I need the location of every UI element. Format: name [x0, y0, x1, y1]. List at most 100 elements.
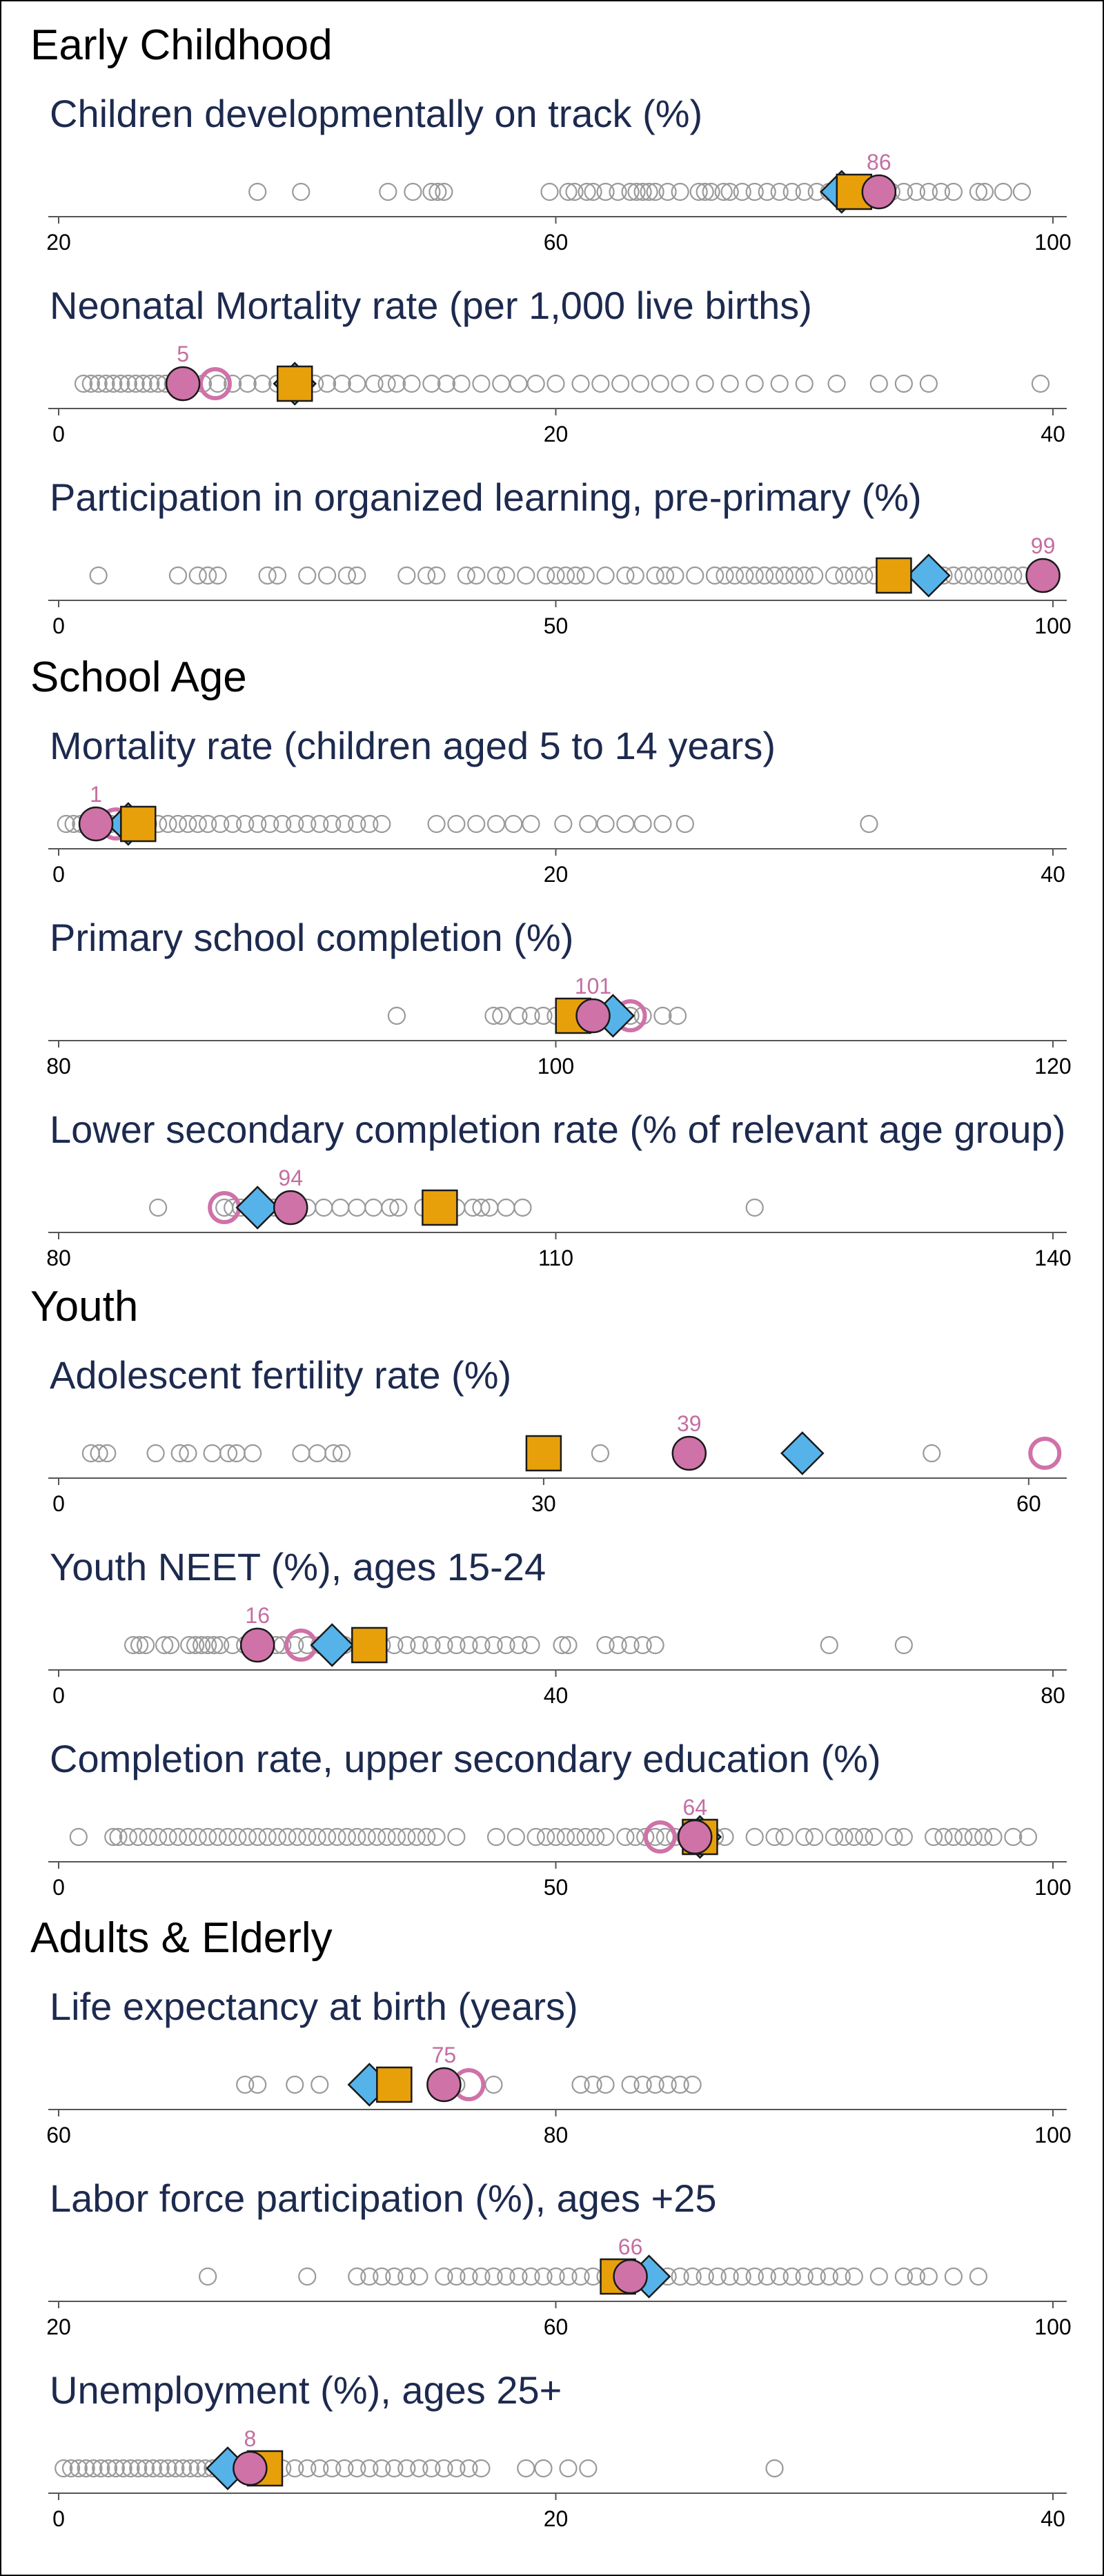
other-country-point — [546, 566, 565, 585]
other-country-point — [733, 2267, 751, 2286]
other-country-point — [298, 2267, 317, 2286]
panel-title: Adolescent fertility rate (%) — [50, 1353, 511, 1397]
other-country-point — [805, 1827, 824, 1847]
x-tick-label: 0 — [52, 2506, 65, 2531]
other-country-point — [775, 1827, 794, 1847]
other-country-point — [785, 566, 804, 585]
other-country-point — [705, 566, 724, 585]
other-country-point — [566, 566, 585, 585]
other-country-point — [348, 566, 366, 585]
other-country-point — [397, 566, 416, 585]
x-tick-label: 40 — [544, 1683, 569, 1708]
other-country-point — [795, 1827, 814, 1847]
country-value-label: 8 — [244, 2426, 256, 2451]
other-country-point — [397, 1635, 416, 1655]
other-country-point — [646, 1827, 664, 1847]
other-country-point — [497, 2267, 515, 2286]
other-country-point — [565, 182, 584, 201]
other-country-point — [536, 1827, 555, 1847]
other-country-point — [298, 814, 317, 834]
other-country-point — [385, 2267, 404, 2286]
other-country-point — [782, 182, 801, 201]
other-country-point — [540, 182, 559, 201]
other-country-point — [656, 1827, 675, 1847]
other-country-point — [825, 1827, 844, 1847]
x-tick-label: 60 — [46, 2123, 71, 2147]
x-tick-label: 100 — [1034, 230, 1071, 255]
other-country-point — [554, 814, 573, 834]
region-square — [351, 1626, 388, 1664]
other-country-point — [188, 566, 207, 585]
country-value-label: 86 — [867, 150, 891, 175]
other-country-point — [236, 2075, 255, 2094]
other-country-point — [894, 1827, 913, 1847]
other-country-point — [324, 1444, 343, 1463]
other-country-point — [397, 1827, 416, 1847]
region-square — [120, 805, 157, 843]
other-country-point — [193, 1635, 211, 1655]
other-country-point — [522, 1006, 540, 1025]
other-country-point — [696, 374, 714, 393]
other-country-point — [795, 566, 814, 585]
other-country-point — [136, 1635, 155, 1655]
other-country-point — [907, 182, 925, 201]
other-country-point — [522, 2267, 540, 2286]
x-tick-label: 140 — [1034, 1246, 1071, 1270]
other-country-point — [273, 814, 292, 834]
other-country-point — [452, 374, 471, 393]
other-country-point — [174, 2459, 193, 2478]
other-country-point — [931, 182, 950, 201]
other-country-point — [315, 1198, 333, 1217]
other-country-point — [323, 814, 342, 834]
x-tick-label: 20 — [46, 2314, 71, 2339]
other-country-point — [422, 374, 441, 393]
other-country-point — [513, 1198, 532, 1217]
other-country-point — [894, 2267, 913, 2286]
other-country-point — [497, 566, 515, 585]
other-country-point — [506, 1827, 525, 1847]
other-country-point — [410, 2267, 428, 2286]
other-country-point — [111, 374, 130, 393]
other-country-point — [596, 1827, 615, 1847]
other-country-point — [205, 1635, 224, 1655]
other-country-point — [696, 2267, 714, 2286]
other-country-point — [119, 374, 137, 393]
other-country-point — [522, 814, 540, 834]
other-country-point — [238, 1827, 257, 1847]
other-country-point — [591, 374, 610, 393]
other-country-point — [683, 2075, 702, 2094]
country-point — [233, 2450, 268, 2486]
other-country-point — [328, 1827, 346, 1847]
other-country-point — [536, 566, 555, 585]
x-tick-label: 0 — [52, 1491, 65, 1516]
region-square — [422, 1189, 458, 1226]
x-tick-label: 60 — [1016, 1491, 1041, 1516]
other-country-point — [389, 1198, 408, 1217]
country-point — [861, 174, 897, 210]
other-country-point — [437, 374, 456, 393]
other-country-point — [571, 374, 590, 393]
other-country-point — [258, 566, 277, 585]
x-tick-label: 80 — [1041, 1683, 1065, 1708]
country-point — [677, 1819, 713, 1855]
x-tick-label: 0 — [52, 613, 65, 638]
other-country-point — [758, 182, 776, 201]
other-country-point — [775, 566, 794, 585]
other-country-point — [646, 566, 664, 585]
panel-title: Neonatal Mortality rate (per 1,000 live … — [50, 284, 812, 327]
other-country-point — [497, 1198, 515, 1217]
other-country-point — [170, 1444, 189, 1463]
country-value-label: 1 — [90, 782, 102, 807]
other-country-point — [720, 182, 739, 201]
other-country-point — [141, 374, 160, 393]
x-tick-label: 20 — [544, 422, 569, 446]
other-country-point — [611, 374, 630, 393]
other-country-point — [576, 1827, 595, 1847]
other-country-point — [219, 1444, 238, 1463]
country-point — [1025, 558, 1061, 593]
other-country-point — [671, 2075, 689, 2094]
other-country-point — [733, 182, 751, 201]
other-country-point — [417, 566, 436, 585]
other-country-point — [236, 814, 255, 834]
panel-title: Lower secondary completion rate (% of re… — [50, 1108, 1065, 1151]
